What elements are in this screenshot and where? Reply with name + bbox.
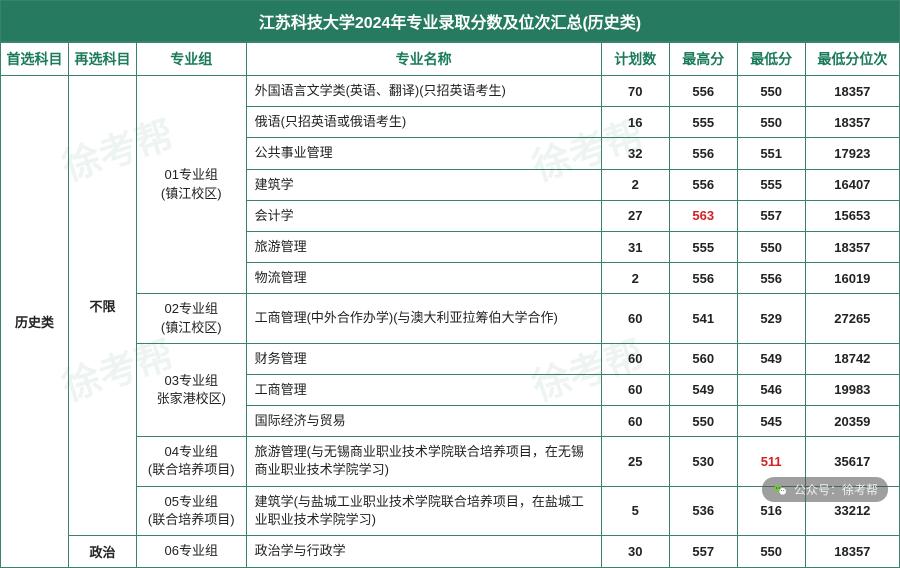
major-group: 02专业组(镇江校区) [136,294,246,343]
table-row: 政治06专业组政治学与行政学3055755018357 [1,536,900,568]
major-group: 05专业组(联合培养项目) [136,486,246,535]
cell-plan: 5 [601,486,669,535]
cell-min: 546 [737,374,805,405]
cell-min: 550 [737,231,805,262]
cell-min: 555 [737,169,805,200]
cell-plan: 70 [601,76,669,107]
cell-rank: 19983 [805,374,899,405]
cell-plan: 2 [601,263,669,294]
cell-plan: 30 [601,536,669,568]
major-group: 03专业组张家港校区) [136,343,246,437]
cell-max: 530 [669,437,737,486]
major-name: 旅游管理(与无锡商业职业技术学院联合培养项目，在无锡商业职业技术学院学习) [246,437,601,486]
major-name: 政治学与行政学 [246,536,601,568]
page-title: 江苏科技大学2024年专业录取分数及位次汇总(历史类) [0,0,900,42]
col-primary: 首选科目 [1,43,69,76]
major-name: 财务管理 [246,343,601,374]
cell-plan: 31 [601,231,669,262]
cell-max: 556 [669,76,737,107]
cell-plan: 60 [601,406,669,437]
cell-plan: 2 [601,169,669,200]
cell-max: 563 [669,200,737,231]
cell-rank: 17923 [805,138,899,169]
cell-rank: 18357 [805,536,899,568]
cell-rank: 18357 [805,231,899,262]
cell-min: 551 [737,138,805,169]
col-secondary: 再选科目 [68,43,136,76]
major-group: 06专业组 [136,536,246,568]
col-major: 专业名称 [246,43,601,76]
cell-min: 557 [737,200,805,231]
cell-rank: 18357 [805,76,899,107]
wechat-label: 公众号：徐考帮 [794,481,878,498]
major-name: 公共事业管理 [246,138,601,169]
cell-min: 545 [737,406,805,437]
cell-max: 541 [669,294,737,343]
col-max: 最高分 [669,43,737,76]
secondary-subject: 不限 [68,76,136,536]
major-group: 04专业组(联合培养项目) [136,437,246,486]
cell-min: 549 [737,343,805,374]
cell-plan: 60 [601,374,669,405]
major-name: 旅游管理 [246,231,601,262]
cell-rank: 15653 [805,200,899,231]
major-name: 工商管理 [246,374,601,405]
cell-rank: 27265 [805,294,899,343]
col-rank: 最低分位次 [805,43,899,76]
cell-max: 555 [669,107,737,138]
cell-max: 555 [669,231,737,262]
cell-max: 536 [669,486,737,535]
major-name: 建筑学(与盐城工业职业技术学院联合培养项目，在盐城工业职业技术学院学习) [246,486,601,535]
cell-plan: 25 [601,437,669,486]
wechat-icon [772,482,788,498]
cell-plan: 27 [601,200,669,231]
major-name: 会计学 [246,200,601,231]
primary-subject: 历史类 [1,76,69,568]
cell-max: 557 [669,536,737,568]
cell-min: 529 [737,294,805,343]
cell-plan: 60 [601,343,669,374]
cell-plan: 32 [601,138,669,169]
cell-min: 550 [737,107,805,138]
col-group: 专业组 [136,43,246,76]
col-min: 最低分 [737,43,805,76]
cell-rank: 16407 [805,169,899,200]
cell-rank: 18357 [805,107,899,138]
cell-max: 560 [669,343,737,374]
cell-rank: 16019 [805,263,899,294]
cell-max: 556 [669,263,737,294]
major-name: 外国语言文学类(英语、翻译)(只招英语考生) [246,76,601,107]
cell-max: 549 [669,374,737,405]
cell-min: 556 [737,263,805,294]
cell-rank: 18742 [805,343,899,374]
cell-max: 556 [669,138,737,169]
cell-min: 550 [737,76,805,107]
major-group: 01专业组(镇江校区) [136,76,246,294]
major-name: 国际经济与贸易 [246,406,601,437]
cell-plan: 60 [601,294,669,343]
major-name: 建筑学 [246,169,601,200]
cell-rank: 20359 [805,406,899,437]
wechat-badge: 公众号：徐考帮 [762,477,888,502]
table-header-row: 首选科目再选科目专业组专业名称计划数最高分最低分最低分位次 [1,43,900,76]
col-plan: 计划数 [601,43,669,76]
cell-max: 550 [669,406,737,437]
major-name: 物流管理 [246,263,601,294]
major-name: 俄语(只招英语或俄语考生) [246,107,601,138]
table-row: 历史类不限01专业组(镇江校区)外国语言文学类(英语、翻译)(只招英语考生)70… [1,76,900,107]
cell-min: 550 [737,536,805,568]
cell-max: 556 [669,169,737,200]
cell-plan: 16 [601,107,669,138]
secondary-subject: 政治 [68,536,136,568]
major-name: 工商管理(中外合作办学)(与澳大利亚拉筹伯大学合作) [246,294,601,343]
